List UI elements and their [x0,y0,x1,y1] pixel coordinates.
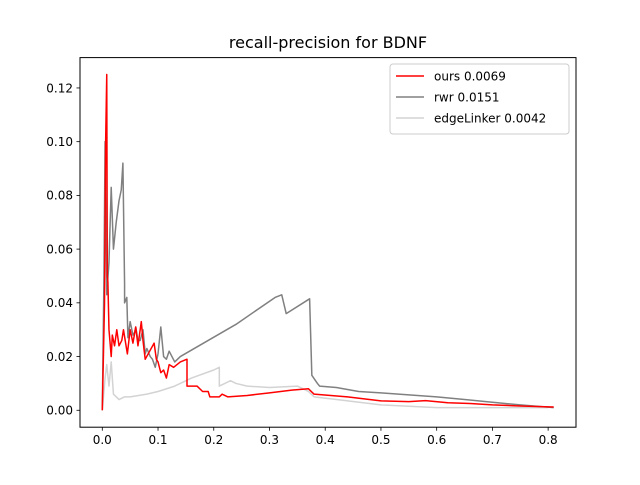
legend-box [389,63,570,135]
legend-label-2: edgeLinker 0.0042 [434,112,546,126]
series-layer [101,73,554,411]
x-tick-label: 0.0 [93,433,112,447]
series-line-2 [101,361,549,411]
chart-title: recall-precision for BDNF [229,33,427,52]
x-tick-label: 0.1 [148,433,167,447]
y-tick-label: 0.02 [46,350,73,364]
x-tick-label: 0.6 [427,433,446,447]
legend-label-1: rwr 0.0151 [434,91,499,105]
legend: ours 0.0069 rwr 0.0151 edgeLinker 0.0042 [389,63,570,135]
y-tick-label: 0.10 [46,135,73,149]
x-tick-label: 0.5 [371,433,390,447]
legend-label-0: ours 0.0069 [434,70,506,84]
y-tick-label: 0.08 [46,189,73,203]
series-line-1 [101,140,554,411]
series-line-0 [101,73,554,411]
x-tick-label: 0.7 [483,433,502,447]
y-tick-label: 0.12 [46,81,73,95]
x-tick-label: 0.2 [204,433,223,447]
x-axis-ticks: 0.0 0.1 0.2 0.3 0.4 0.5 0.6 0.7 0.8 [93,427,558,447]
y-axis-ticks: 0.00 0.02 0.04 0.06 0.08 0.10 0.12 [46,81,80,418]
axes-frame [79,57,577,428]
y-tick-label: 0.00 [46,404,73,418]
x-tick-label: 0.3 [260,433,279,447]
y-tick-label: 0.06 [46,242,73,256]
x-tick-label: 0.8 [539,433,558,447]
x-tick-label: 0.4 [316,433,335,447]
y-tick-label: 0.04 [46,296,73,310]
